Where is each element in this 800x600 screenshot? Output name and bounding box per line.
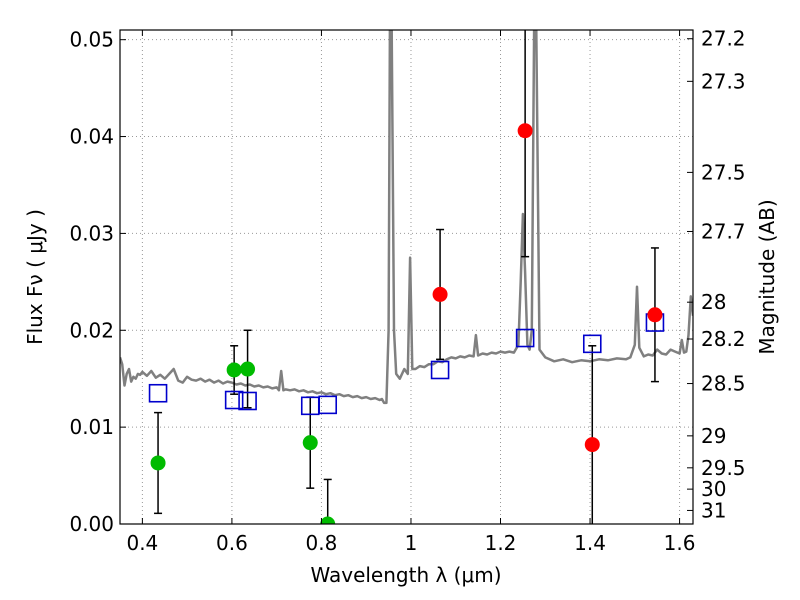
spectrum-layer <box>120 30 693 405</box>
y2-tick-label: 31 <box>701 498 726 522</box>
y-tick-label: 0.00 <box>69 512 114 536</box>
y2-tick-label: 28.5 <box>701 372 746 396</box>
observed-point-green <box>302 435 318 451</box>
y2-tick-label: 27.5 <box>701 160 746 184</box>
axis-ticks: 0.4 0.6 0.8 1 1.2 1.4 1.6 0.00 0.01 0.02 0.03 0.04 0… <box>69 27 745 555</box>
model-point-square <box>148 383 168 403</box>
observed-point-green <box>226 362 242 378</box>
y-tick-label: 0.04 <box>69 125 114 149</box>
model-point-square <box>238 391 257 411</box>
model-spectrum-line <box>120 30 693 405</box>
x-tick-label: 0.6 <box>216 531 248 555</box>
observed-point-green <box>240 361 256 377</box>
model-point-square <box>430 360 450 380</box>
x-tick-label: 0.8 <box>306 531 338 555</box>
model-point-square <box>582 334 602 354</box>
model-point-square <box>515 328 535 348</box>
y2-tick-label: 29 <box>701 424 726 448</box>
x-tick-label: 0.4 <box>126 531 158 555</box>
observed-point-red <box>432 286 448 302</box>
y2-tick-label: 30 <box>701 477 726 501</box>
y2-tick-label: 28 <box>701 290 726 314</box>
observed-point-red <box>517 123 533 139</box>
x-tick-label: 1 <box>405 531 418 555</box>
observed-point-green <box>150 455 166 471</box>
y-tick-label: 0.03 <box>69 221 114 245</box>
y2-tick-label: 27.2 <box>701 27 746 51</box>
model-point-square <box>318 395 338 415</box>
y-axis-label: Flux Fν ( μJy ) <box>23 209 47 345</box>
x-tick-label: 1.4 <box>574 531 606 555</box>
y2-tick-label: 28.2 <box>701 327 746 351</box>
y-tick-label: 0.02 <box>69 318 114 342</box>
observed-point-red <box>647 307 663 323</box>
plot-frame <box>119 29 694 525</box>
x-tick-label: 1.2 <box>485 531 517 555</box>
y2-tick-label: 29.5 <box>701 456 746 480</box>
y2-axis-label: Magnitude (AB) <box>755 199 779 354</box>
y-tick-label: 0.05 <box>69 28 114 52</box>
observed-point-green <box>320 516 336 524</box>
x-axis-label: Wavelength λ (μm) <box>310 563 501 587</box>
y2-tick-label: 27.7 <box>701 219 746 243</box>
y2-tick-label: 27.3 <box>701 69 746 93</box>
observed-point-red <box>584 437 600 453</box>
x-tick-label: 1.6 <box>664 531 696 555</box>
y-tick-label: 0.01 <box>69 415 114 439</box>
grid-lines <box>120 30 693 525</box>
data-points-layer <box>148 30 665 524</box>
model-point-square <box>224 390 244 410</box>
